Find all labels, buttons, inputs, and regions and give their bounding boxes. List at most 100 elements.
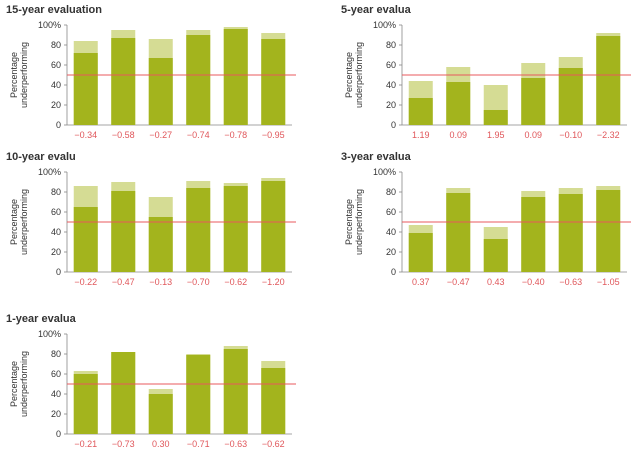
y-tick-label: 100% [38,20,61,30]
y-tick-label: 100% [373,20,396,30]
y-tick-label: 0 [391,120,396,130]
y-tick-label: 60 [386,207,396,217]
y-tick-label: 80 [386,187,396,197]
bar-lower-segment [521,78,546,125]
x-category-label: −0.74 [187,130,210,140]
x-category-label: −0.62 [224,277,247,287]
y-tick-label: 0 [56,267,61,277]
y-tick-label: 60 [51,207,61,217]
bar-lower-segment [223,29,248,125]
chart-panel-10-year: 10-year evalu Percentageunderperforming 0… [0,151,300,296]
y-tick-label: 60 [51,369,61,379]
y-axis-label-line: underperforming [354,189,364,255]
y-axis-label: Percentageunderperforming [9,351,29,417]
bar-lower-segment [111,38,136,125]
x-category-label: 1.95 [487,130,505,140]
y-axis-label: Percentageunderperforming [344,42,364,108]
bar-lower-segment [148,394,173,434]
y-tick-label: 20 [386,100,396,110]
y-axis-label-line: Percentage [9,52,19,98]
y-tick-label: 20 [51,409,61,419]
y-tick-label: 40 [51,227,61,237]
x-category-label: 0.09 [524,130,542,140]
chart-title: 10-year evalu [6,151,76,163]
bar-lower-segment [261,368,286,434]
y-tick-label: 80 [51,349,61,359]
x-category-label: −0.58 [112,130,135,140]
bar-lower-segment [223,186,248,272]
y-tick-label: 40 [51,389,61,399]
bar-lower-segment [446,193,471,272]
bar-lower-segment [408,233,433,272]
y-tick-label: 60 [386,60,396,70]
chart-title: 5-year evalua [341,4,411,16]
y-tick-label: 0 [56,120,61,130]
bar-lower-segment [148,217,173,272]
x-category-label: −2.32 [597,130,620,140]
y-axis-label-line: underperforming [19,351,29,417]
chart-panel-3-year: 3-year evalua Percentageunderperforming 0… [335,151,635,296]
x-category-label: −1.05 [597,277,620,287]
bar-lower-segment [111,191,136,272]
chart-title: 1-year evalua [6,313,76,325]
bar-lower-segment [446,82,471,125]
x-category-label: −0.78 [224,130,247,140]
chart-panel-5-year: 5-year evalua Percentageunderperforming 0… [335,4,635,149]
bar-lower-segment [483,239,508,272]
x-category-label: −0.22 [74,277,97,287]
x-category-label: −0.73 [112,439,135,449]
y-axis-label-line: underperforming [19,189,29,255]
y-tick-label: 40 [386,227,396,237]
x-category-label: −0.70 [187,277,210,287]
bar-lower-segment [483,110,508,125]
x-category-label: 0.09 [449,130,467,140]
chart-svg: Percentageunderperforming 0 20 40 60 80 100% −0… [9,329,296,449]
bar-lower-segment [408,98,433,125]
y-tick-label: 80 [51,187,61,197]
y-tick-label: 40 [51,80,61,90]
x-category-label: −0.63 [224,439,247,449]
bar-lower-segment [558,68,583,125]
bar-lower-segment [73,374,98,434]
chart-svg: Percentageunderperforming 0 20 40 60 80 100% 0.… [344,167,631,287]
chart-title: 3-year evalua [341,151,411,163]
bar-lower-segment [596,36,621,125]
bar-lower-segment [186,35,211,125]
y-tick-label: 100% [373,167,396,177]
x-category-label: −0.21 [74,439,97,449]
bar-lower-segment [596,190,621,272]
bar-lower-segment [223,349,248,434]
x-category-label: −0.95 [262,130,285,140]
y-axis-label-line: underperforming [19,42,29,108]
x-category-label: −0.27 [149,130,172,140]
y-tick-label: 20 [51,247,61,257]
x-category-label: −0.13 [149,277,172,287]
bar-lower-segment [261,181,286,272]
y-tick-label: 100% [38,167,61,177]
chart-svg: Percentageunderperforming 0 20 40 60 80 100% −0… [9,20,296,140]
x-category-label: −0.40 [522,277,545,287]
y-axis-label: Percentageunderperforming [9,42,29,108]
bar-lower-segment [73,207,98,272]
y-tick-label: 0 [391,267,396,277]
bar-lower-segment [148,58,173,125]
x-category-label: −1.20 [262,277,285,287]
y-tick-label: 80 [51,40,61,50]
bar-lower-segment [111,352,136,434]
y-axis-label-line: Percentage [344,199,354,245]
x-category-label: 0.37 [412,277,430,287]
y-tick-label: 40 [386,80,396,90]
bar-lower-segment [558,194,583,272]
chart-svg: Percentageunderperforming 0 20 40 60 80 100% −0… [9,167,296,287]
y-axis-label-line: Percentage [9,199,19,245]
bar-lower-segment [186,355,211,434]
chart-svg: Percentageunderperforming 0 20 40 60 80 100% 1.… [344,20,631,140]
y-tick-label: 100% [38,329,61,339]
x-category-label: −0.62 [262,439,285,449]
x-category-label: 0.43 [487,277,505,287]
y-tick-label: 20 [51,100,61,110]
x-category-label: −0.34 [74,130,97,140]
chart-title: 15-year evaluation [6,4,102,16]
y-axis-label: Percentageunderperforming [9,189,29,255]
